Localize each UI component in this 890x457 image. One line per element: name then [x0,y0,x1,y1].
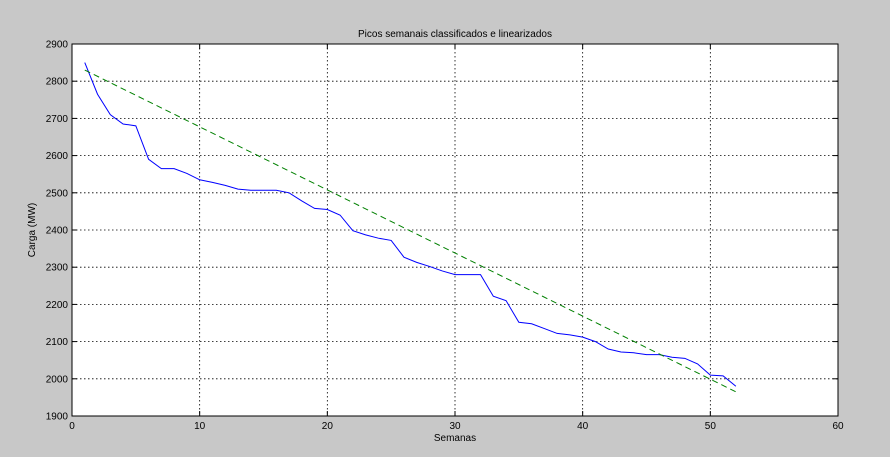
series-line-1 [84,62,737,387]
y-tick-label: 2100 [46,337,69,348]
x-tick-label: 40 [577,421,589,432]
x-tick-label: 10 [194,421,206,432]
x-axis-label: Semanas [434,433,476,444]
series-layer [84,62,737,393]
chart-title: Picos semanais classificados e lineariza… [358,29,552,40]
y-tick-label: 2700 [46,114,69,125]
axis-ticks: 0 10 20 30 40 50 60 1900 2000 2100 2200 2300 2400 250… [46,40,844,433]
x-tick-label: 30 [449,421,461,432]
y-tick-label: 2200 [46,300,69,311]
y-tick-label: 2600 [46,151,69,162]
x-tick-label: 20 [322,421,334,432]
y-tick-label: 2800 [46,77,69,88]
x-tick-label: 60 [832,421,844,432]
y-tick-label: 1900 [46,412,69,423]
series-line-2 [84,69,737,393]
y-tick-label: 2400 [46,226,69,237]
x-tick-label: 50 [705,421,717,432]
y-axis-label: Carga (MW) [27,203,38,257]
plot-area [71,43,839,417]
y-tick-label: 2000 [46,374,69,385]
y-tick-label: 2900 [46,40,69,51]
y-tick-label: 2300 [46,263,69,274]
x-tick-label: 0 [69,421,75,432]
y-tick-label: 2500 [46,188,69,199]
